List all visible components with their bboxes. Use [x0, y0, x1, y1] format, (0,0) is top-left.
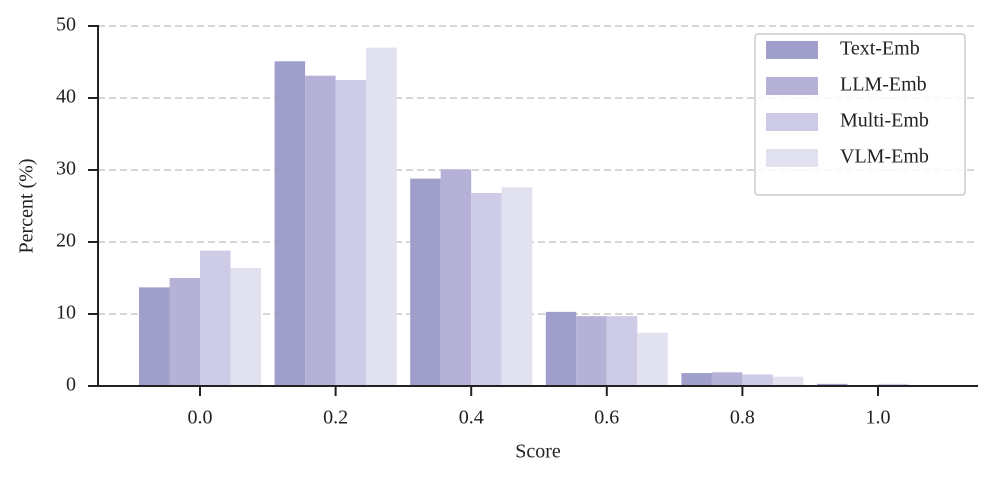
bar	[138, 287, 170, 386]
bar	[335, 80, 367, 386]
x-tick-label: 0.2	[323, 407, 348, 429]
bar	[742, 374, 773, 386]
bar	[545, 311, 577, 386]
x-tick-label: 1.0	[866, 407, 891, 429]
bar	[816, 383, 848, 386]
bar	[681, 373, 712, 386]
bar	[878, 383, 909, 386]
x-tick-label: 0.8	[730, 407, 755, 429]
y-tick-label: 40	[56, 86, 76, 108]
legend-swatch	[766, 149, 818, 167]
bar	[501, 187, 533, 386]
bar	[606, 316, 638, 386]
bar	[576, 316, 607, 386]
legend-swatch	[766, 41, 818, 59]
y-axis-label: Percent (%)	[16, 159, 38, 254]
legend-label: Multi-Emb	[840, 110, 929, 132]
legend-label: LLM-Emb	[840, 74, 927, 96]
y-tick-label: 50	[56, 14, 76, 36]
bar	[169, 278, 200, 386]
y-tick-label: 20	[56, 230, 76, 252]
bar	[200, 250, 231, 386]
legend-swatch	[766, 113, 818, 131]
bar	[230, 267, 262, 386]
x-axis-label: Score	[515, 441, 561, 463]
legend-label: VLM-Emb	[840, 146, 929, 168]
bar	[410, 178, 441, 386]
bar	[772, 376, 804, 386]
x-tick-label: 0.4	[459, 407, 484, 429]
bar	[366, 47, 397, 386]
x-tick-label: 0.0	[188, 407, 213, 429]
bar	[637, 332, 668, 386]
bar	[274, 61, 306, 386]
legend: Text-Emb LLM-Emb Multi-Emb VLM-Emb	[754, 33, 966, 196]
legend-swatch	[766, 77, 818, 95]
bar	[440, 169, 472, 386]
bar	[711, 372, 743, 386]
bar	[305, 75, 336, 387]
bar	[471, 193, 502, 386]
legend-label: Text-Emb	[840, 38, 920, 60]
y-tick-label: 30	[56, 158, 76, 180]
y-tick-label: 0	[66, 374, 76, 396]
x-tick-label: 0.6	[594, 407, 619, 429]
y-tick-label: 10	[56, 302, 76, 324]
